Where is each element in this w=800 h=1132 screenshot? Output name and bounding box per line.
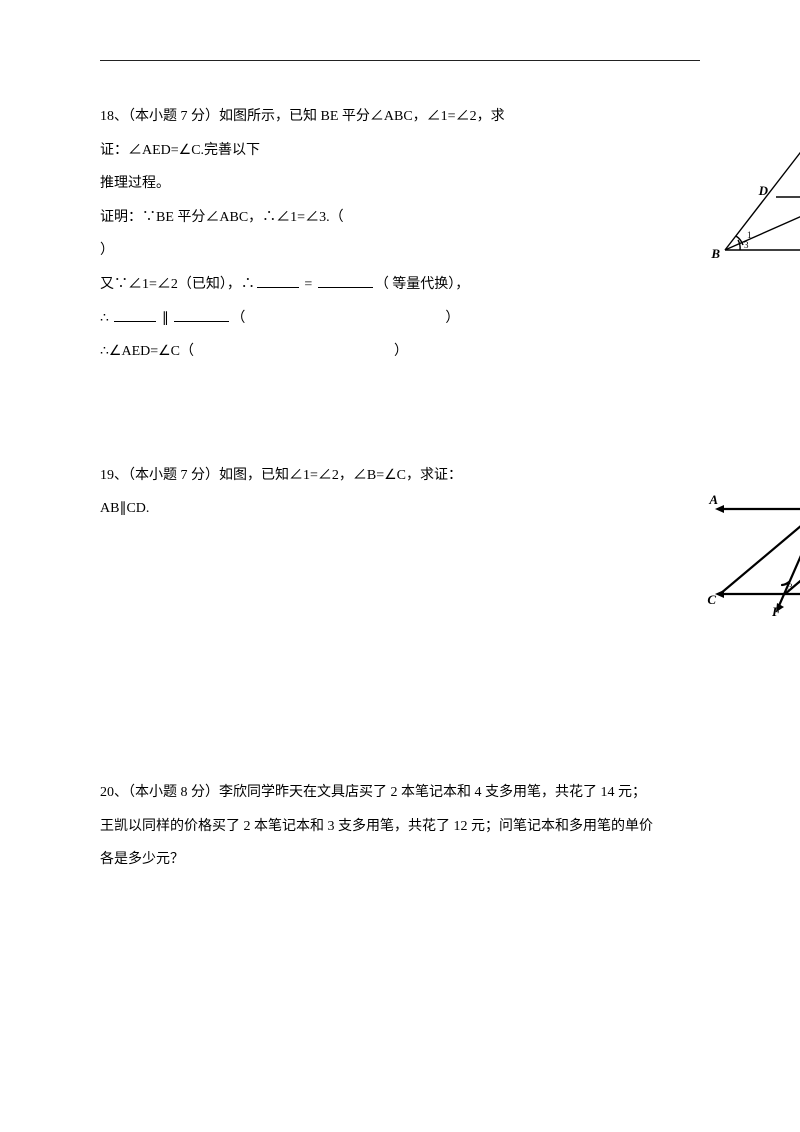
problem-20-points: （本小题 8 分） [128, 785, 219, 800]
problem-20: 20、（本小题 8 分）李欣同学昨天在文具店买了 2 本笔记本和 4 支多用笔，… [100, 776, 710, 877]
problem-20-line3: 各是多少元？ [100, 843, 700, 877]
proof-line4a: ∴ [100, 311, 112, 326]
problem-18-figure: A B C D E 1 3 2 [720, 135, 800, 265]
angle-3: 3 [788, 582, 793, 592]
problem-19-points: （本小题 7 分） [128, 468, 219, 483]
problem-19: 19、（本小题 7 分）如图，已知∠1=∠2，∠B=∠C，求证：AB∥CD. [100, 459, 710, 526]
label-A: A [708, 492, 718, 507]
proof-line4d: ） [445, 311, 459, 326]
problem-18-body: 18、（本小题 7 分）如图所示，已知 BE 平分∠ABC，∠1=∠2，求证：∠… [100, 100, 510, 369]
blank-4-right [174, 307, 229, 322]
problem-18-line5: ∴∠AED=∠C（ ） [100, 335, 510, 369]
proof-line3a: 又∵∠1=∠2（已知），∴ [100, 277, 255, 292]
proof-line3c: （ 等量代换）， [375, 277, 470, 292]
problem-18: 18、（本小题 7 分）如图所示，已知 BE 平分∠ABC，∠1=∠2，求证：∠… [100, 100, 710, 369]
proof-line2b: ） [100, 243, 114, 258]
proof-line5a: ∴∠AED=∠C（ [100, 344, 194, 359]
blank-3-left [257, 273, 299, 288]
proof-line4c: （ [231, 311, 245, 326]
problem-18-points: （本小题 7 分） [128, 109, 219, 124]
problem-20-text1: 李欣同学昨天在文具店买了 2 本笔记本和 4 支多用笔，共花了 14 元； [219, 785, 646, 800]
problem-18-line2: 证明：∵BE 平分∠ABC，∴∠1=∠3.（ ） [100, 201, 510, 268]
problem-20-line2: 王凯以同样的价格买了 2 本笔记本和 3 支多用笔，共花了 12 元；问笔记本和… [100, 810, 700, 844]
label-B: B [710, 246, 720, 261]
problem-19-figure: A B C D E F 1 4 2 3 [710, 484, 800, 614]
problem-19-body: 19、（本小题 7 分）如图，已知∠1=∠2，∠B=∠C，求证：AB∥CD. [100, 459, 510, 526]
problem-18-line4: ∴ ∥ （ ） [100, 302, 510, 336]
proof-line2a: 证明：∵BE 平分∠ABC，∴∠1=∠3.（ [100, 210, 344, 225]
page-content: 18、（本小题 7 分）如图所示，已知 BE 平分∠ABC，∠1=∠2，求证：∠… [0, 0, 800, 1007]
label-C: C [707, 592, 716, 607]
problem-20-body: 20、（本小题 8 分）李欣同学昨天在文具店买了 2 本笔记本和 4 支多用笔，… [100, 776, 700, 877]
problem-18-line1: 18、（本小题 7 分）如图所示，已知 BE 平分∠ABC，∠1=∠2，求证：∠… [100, 100, 510, 167]
problem-18-number: 18、 [100, 109, 128, 124]
problem-19-number: 19、 [100, 468, 128, 483]
problem-18-line1b: 推理过程。 [100, 167, 510, 201]
angle-1: 1 [747, 230, 752, 240]
blank-4-left [114, 307, 156, 322]
blank-3-right [318, 273, 373, 288]
angle-3: 3 [744, 240, 749, 250]
proof-line4b: ∥ [158, 311, 172, 326]
label-F: F [771, 604, 781, 619]
problem-20-number: 20、 [100, 785, 128, 800]
proof-line3b: = [301, 277, 316, 292]
problem-20-line1: 20、（本小题 8 分）李欣同学昨天在文具店买了 2 本笔记本和 4 支多用笔，… [100, 776, 700, 810]
label-D: D [758, 183, 769, 198]
problem-18-line3: 又∵∠1=∠2（已知），∴ = （ 等量代换）， [100, 268, 510, 302]
proof-line5b: ） [394, 344, 408, 359]
